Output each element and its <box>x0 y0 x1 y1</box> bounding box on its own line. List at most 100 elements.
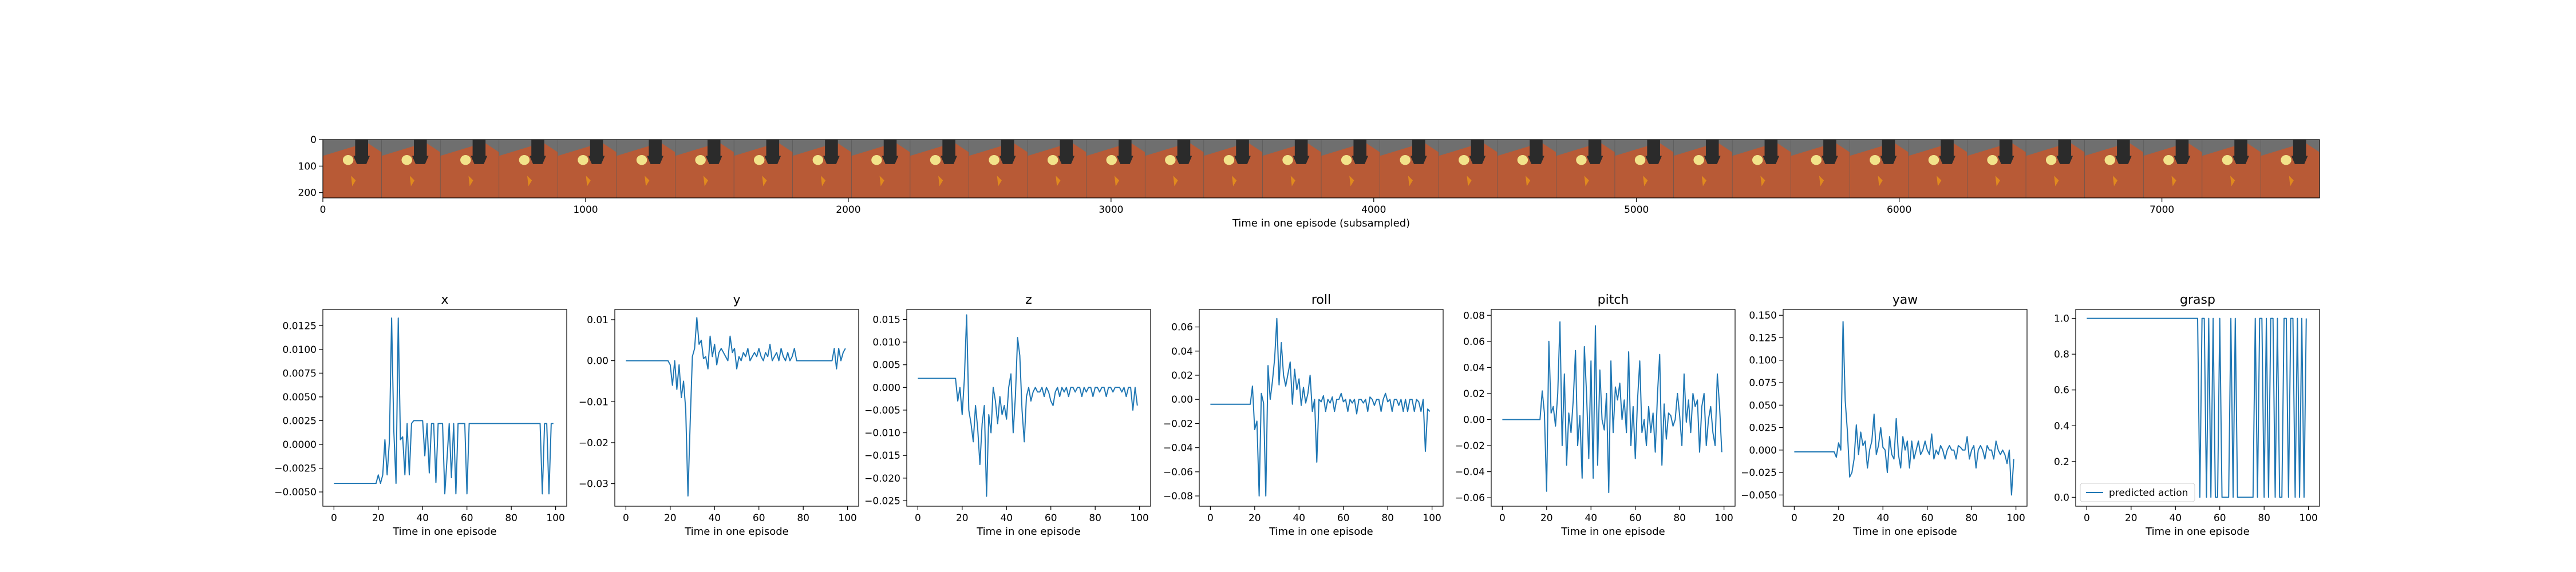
video-frame <box>1849 140 1909 198</box>
y-tick-label: 0.00 <box>587 356 609 367</box>
x-tick-label: 60 <box>1921 513 1934 524</box>
x-tick-label: 100 <box>2299 513 2317 524</box>
axes-frame <box>614 309 859 507</box>
y-tick-label: −0.08 <box>1163 491 1193 502</box>
panel-roll: roll 0 20 40 60 80 100 −0.08 −0.06 −0.04 −0.02 0.00… <box>1163 293 1444 538</box>
video-frame <box>2202 140 2261 198</box>
y-tick-label: 0.01 <box>587 315 609 326</box>
x-tick-label: 100 <box>1423 513 1441 524</box>
y-tick-label: −0.025 <box>864 495 900 507</box>
y-tick-label: 0.06 <box>1463 336 1485 348</box>
x-tick-label: 60 <box>1045 513 1057 524</box>
video-frame <box>910 140 969 198</box>
x-tick-label: 60 <box>753 513 765 524</box>
x-tick-label: 20 <box>372 513 385 524</box>
series-line <box>334 317 554 495</box>
film-strip-plot: Time in one episode (subsampled) 0 1000 20… <box>298 134 2320 229</box>
x-tick-label: 0 <box>915 513 921 524</box>
y-tick-label: 200 <box>298 188 317 199</box>
y-tick-label: −0.0025 <box>274 463 317 475</box>
x-tick-label: 20 <box>1540 513 1553 524</box>
video-frame <box>1321 140 1381 198</box>
x-tick-label: 40 <box>1000 513 1013 524</box>
video-frame <box>1144 140 1204 198</box>
x-tick-label: 7000 <box>2150 204 2174 216</box>
video-frame <box>1673 140 1733 198</box>
y-tick-label: −0.025 <box>1741 467 1777 479</box>
y-tick-label: 0.0050 <box>283 392 317 403</box>
y-tick-label: 0.125 <box>1749 332 1777 344</box>
y-tick-label: −0.0050 <box>274 487 317 498</box>
x-axis-label: Time in one episode <box>2145 526 2250 538</box>
x-tick-label: 40 <box>2169 513 2182 524</box>
video-frame <box>1438 140 1498 198</box>
video-frame <box>969 140 1028 198</box>
series-line <box>918 314 1138 497</box>
axes-frame <box>1491 309 1736 507</box>
x-tick-label: 2000 <box>836 204 860 216</box>
y-tick-label: 0.08 <box>1463 310 1485 321</box>
x-axis-label: Time in one episode <box>976 526 1081 538</box>
y-tick-label: 0.04 <box>1171 346 1193 357</box>
y-tick-label: 0.02 <box>1463 388 1485 400</box>
y-tick-label: −0.01 <box>579 396 609 408</box>
y-tick-label: 0.005 <box>872 360 900 371</box>
y-tick-label: −0.04 <box>1163 443 1193 454</box>
video-frame <box>1380 140 1439 198</box>
y-tick-label: 0.0100 <box>283 344 317 356</box>
panel-pitch: pitch 0 20 40 60 80 100 −0.06 −0.04 −0.02 0.00 0.02… <box>1455 293 1736 538</box>
axes-frame <box>1199 309 1444 507</box>
y-tick-label: 0.0000 <box>283 439 317 451</box>
video-frame <box>381 140 441 198</box>
x-axis-label: Time in one episode <box>392 526 497 538</box>
y-tick-label: 0.0125 <box>283 320 317 332</box>
axes-frame <box>906 309 1151 507</box>
legend-box <box>2080 483 2195 502</box>
y-tick-label: −0.010 <box>864 428 900 439</box>
y-tick-label: 0.025 <box>1749 423 1777 434</box>
x-tick-label: 60 <box>461 513 473 524</box>
video-frame <box>499 140 558 198</box>
film-strip-frames <box>323 140 2320 198</box>
x-tick-label: 100 <box>546 513 564 524</box>
x-tick-label: 20 <box>1249 513 1261 524</box>
y-tick-label: 0.050 <box>1749 400 1777 411</box>
video-frame <box>616 140 676 198</box>
x-tick-label: 3000 <box>1099 204 1123 216</box>
series-line <box>1502 321 1722 494</box>
video-frame <box>2261 140 2320 198</box>
y-tick-label: 0 <box>310 134 317 146</box>
panel-z: z 0 20 40 60 80 100 −0.025 −0.020 −0.015 −0.010 −0.… <box>864 293 1151 538</box>
video-frame <box>1086 140 1145 198</box>
y-tick-label: −0.02 <box>579 438 609 449</box>
film-strip-xlabel: Time in one episode (subsampled) <box>1232 217 1410 229</box>
y-tick-label: −0.015 <box>864 450 900 462</box>
x-tick-label: 100 <box>2006 513 2025 524</box>
video-frame <box>1908 140 1967 198</box>
panel-title: grasp <box>2180 293 2215 307</box>
video-frame <box>440 140 500 198</box>
x-tick-label: 0 <box>2084 513 2090 524</box>
video-frame <box>1203 140 1263 198</box>
series-line <box>2087 317 2307 498</box>
y-tick-label: 0.02 <box>1171 370 1193 382</box>
y-tick-label: 0.6 <box>2054 385 2069 396</box>
y-tick-label: −0.03 <box>579 479 609 490</box>
x-tick-label: 0 <box>1207 513 1214 524</box>
y-tick-label: 0.010 <box>872 337 900 348</box>
x-tick-label: 60 <box>2214 513 2226 524</box>
x-tick-label: 20 <box>664 513 677 524</box>
video-frame <box>2084 140 2144 198</box>
video-frame <box>558 140 617 198</box>
series-line <box>1794 321 2014 496</box>
panel-title: y <box>733 293 740 307</box>
video-frame <box>1732 140 1792 198</box>
x-tick-label: 0 <box>623 513 629 524</box>
panel-title: z <box>1025 293 1032 307</box>
x-tick-label: 20 <box>956 513 969 524</box>
video-frame <box>1262 140 1322 198</box>
video-frame <box>675 140 734 198</box>
y-tick-label: 0.015 <box>872 314 900 325</box>
x-tick-label: 0 <box>320 204 326 216</box>
